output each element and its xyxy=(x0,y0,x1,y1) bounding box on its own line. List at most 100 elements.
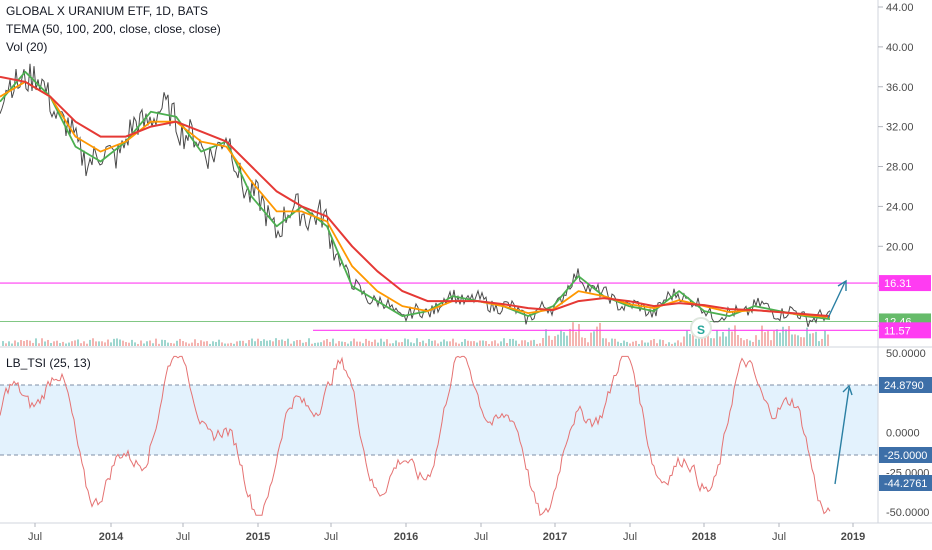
price-pane[interactable] xyxy=(0,0,878,346)
volume-bar xyxy=(449,341,451,346)
volume-bar xyxy=(749,340,751,346)
price-series xyxy=(0,63,831,327)
volume-bar xyxy=(530,340,532,346)
volume-bar xyxy=(686,330,688,346)
volume-bar xyxy=(146,341,148,346)
volume-bar xyxy=(662,340,664,346)
volume-bar xyxy=(638,343,640,346)
tsi-series xyxy=(0,355,831,517)
volume-bar xyxy=(62,341,64,346)
volume-bar xyxy=(11,343,13,346)
time-tick-label: 2017 xyxy=(543,531,567,543)
volume-bar xyxy=(467,340,469,346)
volume-bar xyxy=(431,340,433,346)
volume-bar xyxy=(614,338,616,346)
volume-bar xyxy=(101,341,103,346)
volume-bar xyxy=(674,342,676,346)
volume-bar xyxy=(479,340,481,346)
volume-bar xyxy=(377,342,379,346)
volume-bar xyxy=(602,338,604,346)
tsi-pane[interactable] xyxy=(0,355,878,517)
volume-bar xyxy=(473,341,475,346)
volume-bar xyxy=(653,338,655,346)
volume-bar xyxy=(488,343,490,346)
volume-bar xyxy=(623,340,625,346)
volume-bar xyxy=(665,343,667,346)
price-tag-label: 16.31 xyxy=(884,278,912,290)
volume-bar xyxy=(122,340,124,346)
volume-bar xyxy=(521,340,523,346)
volume-bar xyxy=(818,341,820,346)
volume-bar xyxy=(404,338,406,346)
volume-bar xyxy=(821,338,823,346)
volume-bar xyxy=(599,322,601,346)
price-axis[interactable]: 44.0040.0036.0032.0028.0024.0020.0016.00… xyxy=(877,0,932,523)
volume-bar xyxy=(296,340,298,346)
time-axis[interactable]: Jul 2014 Jul 2015 Jul 2016 Jul 2017 Jul 2018 Jul 20… xyxy=(0,522,932,543)
volume-bar xyxy=(299,339,301,346)
volume-bar xyxy=(338,341,340,346)
volume-bar xyxy=(722,331,724,346)
volume-bar xyxy=(197,343,199,346)
volume-bar xyxy=(410,342,412,346)
volume-bar xyxy=(95,341,97,346)
symbol-legend[interactable]: GLOBAL X URANIUM ETF, 1D, BATS TEMA (50,… xyxy=(6,2,221,56)
tsi-tick-label: -50.0000 xyxy=(886,507,929,519)
volume-bar xyxy=(569,328,571,346)
volume-bar xyxy=(380,338,382,346)
horizontal-levels xyxy=(0,282,878,331)
price-tick-label: 24.00 xyxy=(886,201,914,213)
volume-bar xyxy=(557,334,559,346)
volume-bar xyxy=(800,337,802,346)
volume-bar xyxy=(458,343,460,346)
volume-bar xyxy=(743,340,745,346)
tsi-tag xyxy=(879,377,932,393)
volume-bar xyxy=(731,331,733,346)
price-tick-label: 36.00 xyxy=(886,82,914,94)
volume-bar xyxy=(413,343,415,346)
volume-bar xyxy=(692,330,694,346)
volume-bar xyxy=(233,343,235,346)
volume-bar xyxy=(344,342,346,346)
volume-bar xyxy=(26,339,28,346)
volume-bar xyxy=(347,343,349,346)
volume-bar xyxy=(422,340,424,346)
volume-bar xyxy=(224,343,226,346)
volume-bar xyxy=(554,336,556,346)
volume-bar xyxy=(53,341,55,346)
volume-bar xyxy=(290,343,292,346)
volume-bar xyxy=(776,329,778,346)
volume-bar xyxy=(80,343,82,346)
volume-bar xyxy=(401,342,403,346)
volume-bar xyxy=(200,340,202,346)
volume-bar xyxy=(239,340,241,346)
volume-bar xyxy=(725,336,727,346)
volume-bar xyxy=(683,336,685,346)
time-tick-label: 2019 xyxy=(841,531,865,543)
time-tick-label: Jul xyxy=(623,531,637,543)
volume-bar xyxy=(293,341,295,346)
volume-bar xyxy=(143,343,145,346)
volume-bar xyxy=(5,343,7,346)
volume-bar xyxy=(128,342,130,346)
volume-bar xyxy=(248,340,250,346)
volume-bar xyxy=(572,322,574,346)
volume-bar xyxy=(464,339,466,346)
volume-bar xyxy=(389,343,391,346)
volume-bar xyxy=(689,334,691,346)
volume-bar xyxy=(215,341,217,346)
volume-bar xyxy=(503,338,505,346)
volume-bar xyxy=(317,342,319,346)
tema-line xyxy=(0,70,831,320)
volume-bar xyxy=(365,338,367,346)
volume-bar xyxy=(677,340,679,346)
price-tick-label: 40.00 xyxy=(886,42,914,54)
split-badge[interactable]: S xyxy=(690,317,712,339)
volume-bar xyxy=(566,335,568,346)
volume-bar xyxy=(428,339,430,346)
volume-bar xyxy=(83,341,85,346)
volume-bar xyxy=(341,341,343,346)
volume-bar xyxy=(203,341,205,346)
volume-bar xyxy=(656,343,658,346)
